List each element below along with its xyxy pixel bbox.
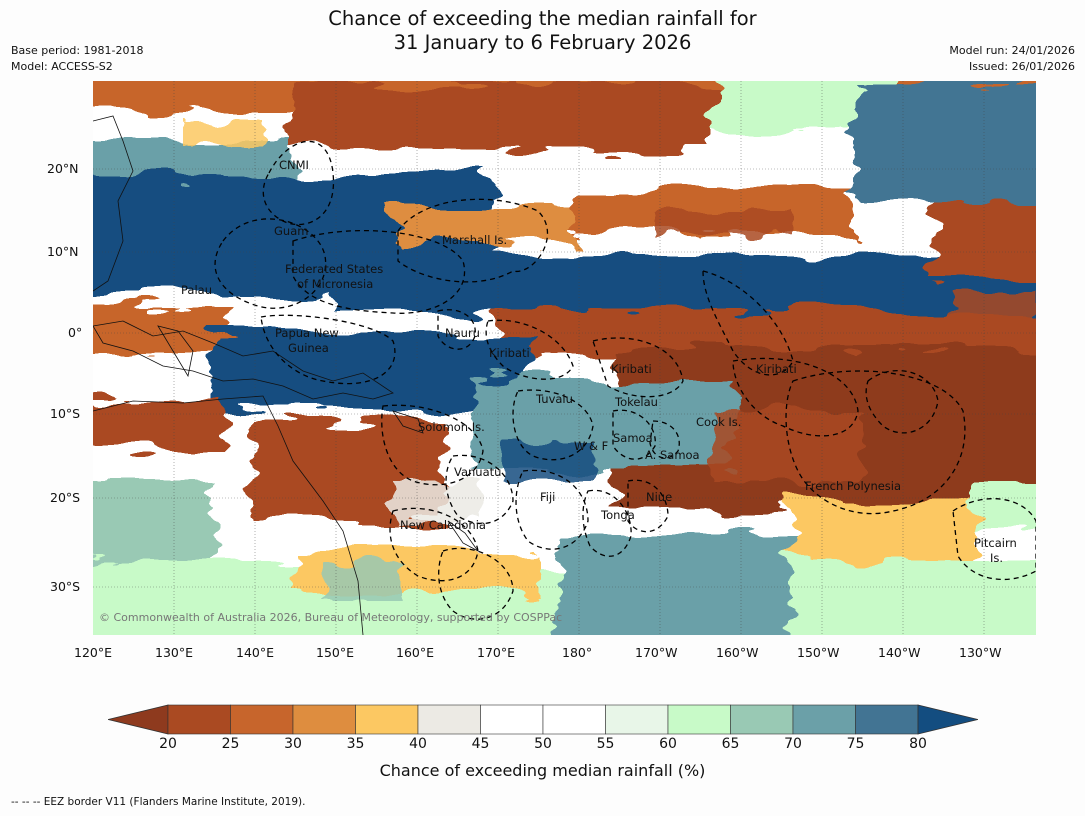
colorbar-over-arrow xyxy=(917,704,979,735)
x-tick-170w: 170°W xyxy=(635,645,678,660)
rainfall-map: © Commonwealth of Australia 2026, Bureau… xyxy=(73,71,1053,651)
colorbar-tick: 20 xyxy=(159,736,177,752)
y-tick-0: 0° xyxy=(68,325,83,340)
x-tick-180: 180° xyxy=(562,645,593,660)
colorbar-segments xyxy=(167,704,919,735)
colorbar-segment xyxy=(480,704,544,735)
colorbar-segment xyxy=(230,704,294,735)
label-nauru: Nauru xyxy=(445,326,480,340)
colorbar-ticks: 20 25 30 35 40 45 50 55 60 65 70 75 80 xyxy=(0,736,1085,756)
label-solomon: Solomon Is. xyxy=(418,420,485,434)
label-fsm-1: Federated States xyxy=(285,262,384,276)
map-title-line1: Chance of exceeding the median rainfall … xyxy=(328,7,757,30)
x-tick-140e: 140°E xyxy=(236,645,275,660)
eez-borders xyxy=(214,140,1037,620)
colorbar-graphic xyxy=(107,704,979,735)
label-guam: Guam xyxy=(274,224,309,238)
label-cnmi: CNMI xyxy=(279,158,309,172)
coastlines xyxy=(92,115,479,636)
x-tick-150e: 150°E xyxy=(316,645,355,660)
x-tick-130e: 130°E xyxy=(155,645,194,660)
colorbar-tick: 60 xyxy=(659,736,677,752)
x-tick-140w: 140°W xyxy=(878,645,921,660)
colorbar-segment xyxy=(730,704,794,735)
y-tick-30s: 30°S xyxy=(50,579,81,594)
colorbar-tick: 30 xyxy=(284,736,302,752)
base-period: Base period: 1981-2018 xyxy=(11,44,144,57)
label-fiji: Fiji xyxy=(540,490,556,504)
label-png-2: Guinea xyxy=(288,341,329,355)
label-pitcairn-2: Is. xyxy=(990,551,1004,565)
label-kiribati-central: Kiribati xyxy=(611,362,652,376)
x-tick-130w: 130°W xyxy=(959,645,1002,660)
colorbar-tick: 35 xyxy=(346,736,365,752)
colorbar-segment xyxy=(167,704,231,735)
label-tokelau: Tokelau xyxy=(615,395,658,409)
colorbar-tick: 75 xyxy=(846,736,865,752)
label-vanuatu: Vanuatu xyxy=(454,465,502,479)
label-wallis-futuna: W & F xyxy=(574,439,609,453)
colorbar-tick: 70 xyxy=(784,736,802,752)
model-name: Model: ACCESS-S2 xyxy=(11,60,113,73)
colorbar-tick: 25 xyxy=(221,736,240,752)
y-tick-10s: 10°S xyxy=(50,406,81,421)
x-tick-160e: 160°E xyxy=(396,645,435,660)
colorbar xyxy=(107,704,979,735)
model-run: Model run: 24/01/2026 xyxy=(949,44,1075,57)
label-palau: Palau xyxy=(181,283,212,297)
x-tick-170e: 170°E xyxy=(477,645,516,660)
map-panel: © Commonwealth of Australia 2026, Bureau… xyxy=(73,71,1053,651)
colorbar-segment xyxy=(667,704,731,735)
label-niue: Niue xyxy=(646,490,673,504)
x-tick-120e: 120°E xyxy=(74,645,113,660)
y-tick-10n: 10°N xyxy=(47,244,79,259)
eez-legend-note: -- -- -- EEZ border V11 (Flanders Marine… xyxy=(11,796,306,808)
map-title-line2: 31 January to 6 February 2026 xyxy=(393,31,692,54)
issued-date: Issued: 26/01/2026 xyxy=(968,60,1075,73)
colorbar-under-arrow xyxy=(107,704,169,735)
label-new-caledonia: New Caledonia xyxy=(400,518,486,532)
colorbar-tick: 55 xyxy=(596,736,615,752)
colorbar-segment xyxy=(355,704,419,735)
y-tick-20n: 20°N xyxy=(47,161,79,176)
label-tuvalu: Tuvalu xyxy=(536,392,573,406)
colorbar-segment xyxy=(292,704,356,735)
copyright-text: © Commonwealth of Australia 2026, Bureau… xyxy=(99,611,562,624)
colorbar-segment xyxy=(792,704,856,735)
label-marshall: Marshall Is. xyxy=(442,233,508,247)
graticule xyxy=(93,81,1036,635)
y-tick-20s: 20°S xyxy=(50,490,81,505)
label-cook: Cook Is. xyxy=(696,415,742,429)
label-fsm-2: of Micronesia xyxy=(297,277,374,291)
colorbar-segment xyxy=(542,704,606,735)
colorbar-tick: 80 xyxy=(909,736,927,752)
label-samoa: Samoa xyxy=(613,431,653,445)
label-pitcairn-1: Pitcairn xyxy=(974,536,1017,550)
colorbar-tick: 45 xyxy=(471,736,490,752)
label-png-1: Papua New xyxy=(275,326,339,340)
x-tick-150w: 150°W xyxy=(797,645,840,660)
label-kiribati-east: Kiribati xyxy=(756,362,797,376)
colorbar-segment xyxy=(605,704,669,735)
x-tick-160w: 160°W xyxy=(716,645,759,660)
colorbar-segment xyxy=(417,704,481,735)
colorbar-label: Chance of exceeding median rainfall (%) xyxy=(379,761,706,780)
rainfall-detail xyxy=(183,101,1036,601)
colorbar-tick: 50 xyxy=(534,736,552,752)
label-french-polynesia: French Polynesia xyxy=(805,479,902,493)
colorbar-tick: 65 xyxy=(721,736,740,752)
colorbar-segment xyxy=(855,704,919,735)
label-american-samoa: A. Samoa xyxy=(645,448,700,462)
label-kiribati-west: Kiribati xyxy=(489,346,530,360)
colorbar-tick: 40 xyxy=(409,736,427,752)
label-tonga: Tonga xyxy=(601,508,635,522)
